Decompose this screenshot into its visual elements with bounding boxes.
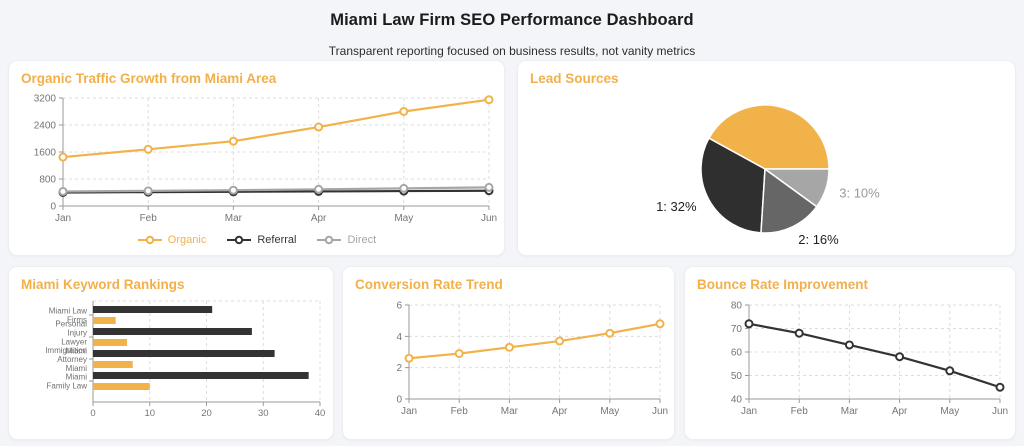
svg-text:0: 0	[396, 395, 402, 406]
svg-text:Feb: Feb	[791, 406, 809, 417]
keyword-bar-dark	[93, 350, 275, 357]
svg-text:4: 4	[396, 332, 402, 343]
svg-text:Mar: Mar	[501, 406, 519, 417]
svg-text:80: 80	[731, 301, 743, 312]
conversion-chart-title: Conversion Rate Trend	[355, 277, 503, 292]
keyword-bar-orange	[93, 361, 133, 368]
svg-text:Feb: Feb	[451, 406, 469, 417]
svg-text:Jan: Jan	[55, 213, 71, 224]
svg-text:40: 40	[315, 408, 326, 419]
keyword-bar-orange	[93, 317, 116, 324]
legend-line-marker-icon	[137, 235, 162, 245]
panel-organic-traffic: Organic Traffic Growth from Miami Area 0…	[8, 60, 505, 256]
gridlines	[409, 304, 661, 399]
svg-text:2400: 2400	[34, 121, 57, 132]
svg-text:Mar: Mar	[841, 406, 859, 417]
panel-lead-sources: Lead Sources 1: 32% 2: 16% 3: 10%	[517, 60, 1016, 256]
legend-label: Direct	[347, 234, 377, 246]
legend-item-direct[interactable]: Direct	[316, 234, 376, 246]
lead-sources-pie-chart: 1: 32% 2: 16% 3: 10%	[656, 104, 880, 247]
bounce-chart-title: Bounce Rate Improvement	[697, 277, 869, 292]
svg-text:Apr: Apr	[311, 213, 327, 224]
svg-text:Jan: Jan	[741, 406, 757, 417]
svg-text:0: 0	[50, 202, 56, 213]
keyword-bar-dark	[93, 372, 309, 379]
legend-item-referral[interactable]: Referral	[226, 234, 296, 246]
conversion-rate-line-chart: 0 2 4 6 Jan Feb Mar Apr May Jun	[396, 301, 668, 418]
keyword-bar-dark	[93, 328, 252, 335]
svg-text:60: 60	[731, 348, 743, 359]
legend-line-marker-icon	[317, 235, 342, 245]
page-title: Miami Law Firm SEO Performance Dashboard	[330, 11, 694, 29]
bounce-rate-line-chart: 40 50 60 70 80 Jan Feb Mar Apr May Jun	[731, 301, 1008, 418]
legend-item-organic[interactable]: Organic	[137, 234, 207, 246]
svg-text:6: 6	[396, 301, 402, 312]
svg-text:70: 70	[731, 324, 743, 335]
svg-text:10: 10	[144, 408, 155, 419]
svg-text:Jun: Jun	[652, 406, 668, 417]
panel-keyword-rankings: Miami Keyword Rankings 0 10 20 30 40 Miami La…	[8, 266, 334, 440]
gridlines	[749, 304, 1001, 399]
pie-slice	[708, 104, 830, 170]
svg-text:Family Law: Family Law	[47, 382, 88, 391]
svg-text:Lawyer: Lawyer	[61, 338, 87, 347]
page-subtitle: Transparent reporting focused on busines…	[328, 44, 696, 58]
svg-text:May: May	[394, 213, 413, 224]
svg-text:800: 800	[39, 175, 56, 186]
axes	[745, 304, 1001, 403]
svg-text:2: 2	[396, 363, 402, 374]
svg-text:Personal: Personal	[55, 320, 87, 329]
legend-label: Organic	[167, 234, 207, 246]
svg-text:Miami: Miami	[66, 373, 88, 382]
svg-text:Mar: Mar	[225, 213, 243, 224]
svg-text:May: May	[940, 406, 959, 417]
svg-text:1: 32%: 1: 32%	[656, 199, 697, 214]
keyword-rankings-chart-title: Miami Keyword Rankings	[21, 277, 185, 292]
svg-text:2: 16%: 2: 16%	[798, 232, 839, 247]
svg-text:30: 30	[258, 408, 269, 419]
legend-label: Referral	[257, 234, 297, 246]
svg-text:Feb: Feb	[140, 213, 158, 224]
svg-text:Apr: Apr	[552, 406, 568, 417]
svg-text:20: 20	[201, 408, 212, 419]
svg-text:3: 10%: 3: 10%	[839, 186, 880, 201]
svg-text:3200: 3200	[34, 94, 57, 105]
svg-text:May: May	[600, 406, 619, 417]
svg-text:Jun: Jun	[992, 406, 1008, 417]
pie-slice	[764, 168, 830, 208]
svg-text:1600: 1600	[34, 148, 57, 159]
svg-text:Miami: Miami	[66, 364, 88, 373]
keyword-bar-orange	[93, 339, 128, 346]
axes	[405, 304, 661, 403]
organic-traffic-line-chart: 0 800 1600 2400 3200 Jan Feb Mar Apr May Jun	[34, 94, 497, 225]
keyword-bar-orange	[93, 383, 150, 390]
svg-text:Apr: Apr	[892, 406, 908, 417]
svg-text:Miami: Miami	[66, 347, 88, 356]
svg-text:Immigration: Immigration	[45, 346, 87, 355]
legend-line-marker-icon	[227, 235, 252, 245]
traffic-chart-legend: Organic Referral Direct	[9, 234, 504, 246]
page-header: Miami Law Firm SEO Performance Dashboard…	[0, 0, 1024, 58]
svg-text:Jan: Jan	[401, 406, 417, 417]
pie-slice	[700, 137, 766, 234]
panel-bounce-rate: Bounce Rate Improvement 40 50 60 70 80 Jan Feb…	[684, 266, 1016, 440]
keyword-rankings-bar-chart: 0 10 20 30 40 Miami LawFirmsPersonalInjuryLaw…	[45, 300, 326, 419]
svg-text:40: 40	[731, 395, 743, 406]
svg-text:Firms: Firms	[67, 316, 87, 325]
svg-text:Injury: Injury	[67, 329, 87, 338]
svg-text:Miami Law: Miami Law	[49, 307, 87, 316]
lead-sources-chart-title: Lead Sources	[530, 71, 619, 86]
svg-text:0: 0	[90, 408, 95, 419]
panel-conversion-rate: Conversion Rate Trend 0 2 4 6 Jan Feb Mar Apr Ma…	[342, 266, 675, 440]
traffic-chart-title: Organic Traffic Growth from Miami Area	[21, 71, 277, 86]
svg-text:50: 50	[731, 371, 743, 382]
svg-text:Jun: Jun	[481, 213, 497, 224]
svg-text:Attorney: Attorney	[57, 355, 87, 364]
pie-slice	[760, 168, 818, 234]
keyword-bar-dark	[93, 306, 213, 313]
